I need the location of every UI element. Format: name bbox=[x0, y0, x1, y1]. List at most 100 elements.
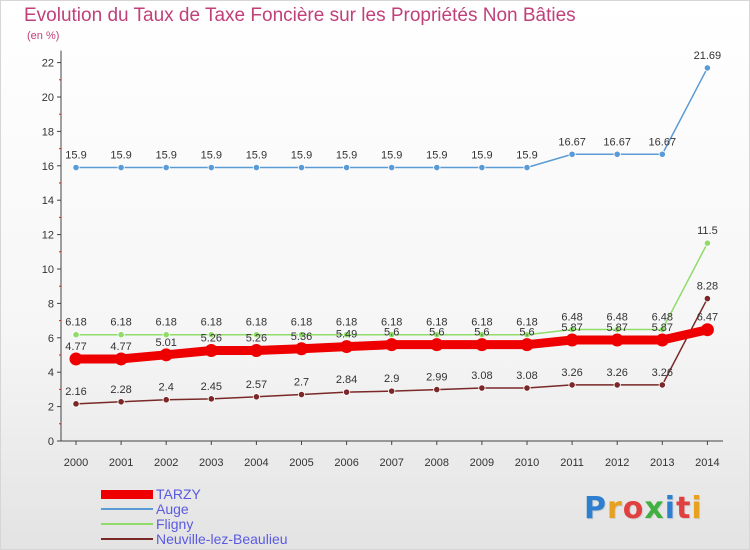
data-label: 6.18 bbox=[155, 317, 176, 329]
data-label: 15.9 bbox=[110, 150, 131, 162]
data-point bbox=[523, 163, 531, 172]
data-point bbox=[204, 344, 218, 358]
data-point bbox=[385, 338, 399, 352]
logo-letter: i bbox=[691, 491, 703, 526]
x-tick-label: 2004 bbox=[244, 457, 268, 469]
data-label: 3.26 bbox=[652, 367, 673, 379]
data-point bbox=[252, 393, 260, 401]
data-point bbox=[613, 325, 621, 334]
data-point bbox=[478, 384, 486, 392]
x-tick-label: 2005 bbox=[289, 457, 313, 469]
data-point bbox=[72, 331, 80, 339]
data-label: 5.87 bbox=[561, 322, 582, 334]
data-point bbox=[613, 381, 621, 389]
logo-letter: o bbox=[622, 491, 645, 526]
data-point bbox=[207, 163, 215, 172]
data-point bbox=[433, 331, 441, 339]
y-tick-label: 10 bbox=[42, 264, 54, 276]
logo-letter: r bbox=[607, 491, 623, 526]
y-tick-label: 20 bbox=[42, 92, 54, 104]
data-label: 6.18 bbox=[246, 317, 267, 329]
data-label: 15.9 bbox=[155, 150, 176, 162]
data-label: 11.5 bbox=[697, 225, 718, 237]
data-point bbox=[207, 331, 215, 339]
data-point bbox=[430, 338, 444, 352]
data-label: 6.18 bbox=[381, 317, 402, 329]
x-tick-label: 2002 bbox=[154, 457, 178, 469]
data-labels-layer: 15.9 15.9 15.9 15.9 15.9 15.9 15.9 15.9 15.9 15.9… bbox=[65, 50, 721, 398]
y-tick-label: 12 bbox=[42, 230, 54, 242]
y-tick-label: 22 bbox=[42, 58, 54, 70]
data-label: 15.9 bbox=[471, 150, 492, 162]
x-tick-label: 2010 bbox=[515, 457, 539, 469]
data-label: 2.57 bbox=[246, 379, 267, 391]
data-point bbox=[523, 331, 531, 339]
data-label: 3.26 bbox=[561, 367, 582, 379]
y-tick-label: 16 bbox=[42, 161, 54, 173]
data-point bbox=[655, 333, 669, 347]
data-label: 21.69 bbox=[694, 50, 722, 62]
legend-label: Neuville-lez-Beaulieu bbox=[156, 531, 288, 547]
data-point bbox=[297, 163, 306, 172]
data-label: 5.26 bbox=[246, 333, 267, 345]
data-label: 5.26 bbox=[201, 333, 222, 345]
data-label: 6.18 bbox=[65, 317, 86, 329]
x-tick-label: 2007 bbox=[379, 457, 403, 469]
data-point bbox=[388, 331, 396, 339]
data-label: 3.26 bbox=[606, 367, 627, 379]
y-tick-label: 2 bbox=[48, 402, 54, 414]
y-tick-label: 8 bbox=[48, 298, 54, 310]
data-point bbox=[433, 385, 441, 394]
data-label: 6.18 bbox=[291, 317, 312, 329]
series-layer bbox=[69, 64, 714, 408]
data-label: 15.9 bbox=[381, 150, 402, 162]
data-point bbox=[162, 331, 170, 339]
data-label: 2.84 bbox=[336, 374, 357, 386]
x-tick-label: 2011 bbox=[560, 457, 584, 469]
legend-swatch bbox=[101, 489, 153, 499]
data-label: 3.08 bbox=[516, 370, 537, 382]
data-label: 5.6 bbox=[519, 327, 534, 339]
data-point bbox=[72, 400, 80, 408]
y-tick-label: 4 bbox=[48, 367, 54, 379]
data-label: 6.18 bbox=[471, 317, 492, 329]
logo-letter: x bbox=[644, 491, 665, 526]
x-tick-label: 2009 bbox=[470, 457, 494, 469]
data-label: 2.9 bbox=[384, 373, 399, 385]
data-point bbox=[475, 338, 489, 352]
y-tick-label: 14 bbox=[42, 195, 54, 207]
data-point bbox=[658, 150, 666, 158]
data-label: 5.6 bbox=[474, 327, 489, 339]
data-point bbox=[700, 323, 714, 337]
y-tick-label: 0 bbox=[48, 436, 54, 448]
data-label: 15.9 bbox=[426, 150, 447, 162]
data-label: 2.99 bbox=[426, 372, 447, 384]
data-label: 6.18 bbox=[426, 317, 447, 329]
data-label: 5.6 bbox=[429, 327, 444, 339]
data-label: 16.67 bbox=[603, 136, 631, 148]
data-point bbox=[117, 331, 125, 339]
data-label: 2.16 bbox=[65, 386, 86, 398]
data-point bbox=[523, 384, 531, 392]
data-label: 6.48 bbox=[606, 312, 627, 324]
data-point bbox=[478, 163, 486, 172]
data-label: 5.87 bbox=[652, 322, 673, 334]
data-point bbox=[249, 344, 263, 358]
data-label: 5.01 bbox=[155, 337, 176, 349]
data-label: 6.48 bbox=[561, 312, 582, 324]
data-point bbox=[703, 239, 712, 247]
x-tick-label: 2001 bbox=[109, 457, 133, 469]
data-label: 6.18 bbox=[201, 317, 222, 329]
data-label: 5.36 bbox=[291, 331, 312, 343]
data-label: 15.9 bbox=[291, 150, 312, 162]
data-point bbox=[568, 325, 576, 334]
x-tick-label: 2006 bbox=[334, 457, 358, 469]
data-label: 8.28 bbox=[697, 281, 718, 293]
x-tick-label: 2008 bbox=[425, 457, 449, 469]
data-label: 6.47 bbox=[697, 312, 718, 324]
x-tick-label: 2013 bbox=[650, 457, 674, 469]
data-point bbox=[117, 163, 125, 172]
data-label: 6.18 bbox=[336, 317, 357, 329]
chart-title: Evolution du Taux de Taxe Foncière sur l… bbox=[24, 5, 576, 26]
